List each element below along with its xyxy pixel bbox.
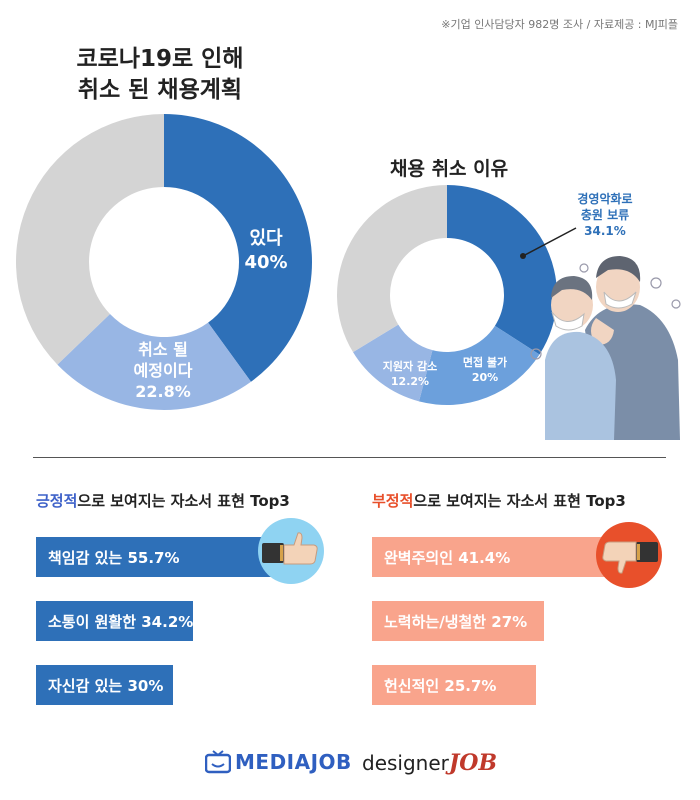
tv-icon [205, 750, 231, 774]
leader-dot [520, 253, 526, 259]
donut1-label-1-line-0: 취소 될 [138, 340, 188, 359]
mediajob-logo: MEDIAJOB [205, 750, 352, 774]
negative-section-title: 부정적으로 보여지는 자소서 표현 Top3 [372, 490, 626, 511]
positive-bar-2: 자신감 있는 30% [36, 665, 173, 705]
negative-bar-2: 헌신적인 25.7% [372, 665, 536, 705]
donut2-slice-2 [353, 324, 433, 402]
donut1-slice-0 [164, 114, 313, 382]
donut2-label-1-line-1: 20% [472, 371, 498, 384]
negative-title-rest: 으로 보여지는 자소서 표현 Top3 [413, 492, 626, 510]
positive-bar-1: 소통이 원활한 34.2% [36, 601, 193, 641]
chart2-title: 채용 취소 이유 [390, 158, 509, 180]
donut2-label-0-line-0: 경영악화로 [577, 191, 632, 206]
negative-bar-label-2: 헌신적인 25.7% [384, 676, 497, 695]
negative-bar-label-0: 완벽주의인 41.4% [384, 548, 511, 567]
chart1-title-line2: 취소 된 채용계획 [77, 77, 243, 103]
job-word: JOB [448, 750, 498, 776]
designer-word: designer [362, 751, 449, 775]
negative-accent: 부정적 [372, 492, 414, 510]
source-note: ※기업 인사담당자 982명 조사 / 자료제공 : MJ피플 [441, 18, 678, 31]
chart1-title-line1: 코로나19로 인해 [76, 46, 244, 72]
positive-section-title: 긍정적으로 보여지는 자소서 표현 Top3 [36, 490, 290, 511]
negative-bar-1: 노력하는/냉철한 27% [372, 601, 544, 641]
donut1-label-1-line-1: 예정이다 [134, 361, 193, 380]
donut2-slice-3 [337, 185, 447, 353]
donut2-label-1: 면접 불가 20% [463, 355, 507, 384]
donut1-label-0: 있다 40% [244, 228, 287, 273]
donut1-label-0-line-0: 있다 [249, 228, 283, 249]
thumbs-down-icon [596, 522, 662, 588]
masked-people-illustration [530, 256, 681, 440]
designerjob-logo: designer JOB [362, 750, 497, 776]
donut2-slice-1 [418, 325, 540, 405]
thumbs-up-icon [258, 518, 324, 584]
donut2-label-0-line-1: 충원 보류 [581, 207, 629, 222]
donut1-label-0-line-1: 40% [244, 252, 287, 273]
donut2-label-1-line-0: 면접 불가 [463, 355, 507, 369]
leader-line [522, 227, 577, 257]
positive-accent: 긍정적 [36, 492, 78, 510]
logos-footer: MEDIAJOB designer JOB [0, 740, 700, 790]
donut2-label-2: 지원자 감소 12.2% [383, 359, 437, 388]
chart1-title: 코로나19로 인해 취소 된 채용계획 [40, 44, 280, 106]
negative-bar-0: 완벽주의인 41.4% [372, 537, 636, 577]
positive-title-rest: 으로 보여지는 자소서 표현 Top3 [77, 492, 290, 510]
positive-bar-label-2: 자신감 있는 30% [48, 676, 164, 695]
negative-bar-label-1: 노력하는/냉철한 27% [384, 612, 528, 631]
donut2-slice-0 [447, 184, 557, 355]
donut2-label-0-line-2: 34.1% [584, 224, 626, 238]
donut2-label-2-line-0: 지원자 감소 [383, 359, 437, 373]
donut1-slice-1 [57, 314, 251, 410]
mediajob-wordmark: MEDIAJOB [235, 750, 352, 774]
donut1-label-1-line-2: 22.8% [135, 382, 191, 401]
positive-bar-label-0: 책임감 있는 55.7% [48, 548, 180, 567]
section-divider [33, 457, 666, 458]
positive-bar-0: 책임감 있는 55.7% [36, 537, 291, 577]
donut2-label-0: 경영악화로 충원 보류 34.1% [577, 191, 632, 238]
donut1-slice-2 [16, 114, 164, 365]
donut2-label-2-line-1: 12.2% [391, 375, 429, 388]
donut-chart-cancel-reasons: 경영악화로 충원 보류 34.1% 면접 불가 20% 지원자 감소 12.2% [337, 184, 633, 405]
positive-bar-label-1: 소통이 원활한 34.2% [48, 612, 194, 631]
